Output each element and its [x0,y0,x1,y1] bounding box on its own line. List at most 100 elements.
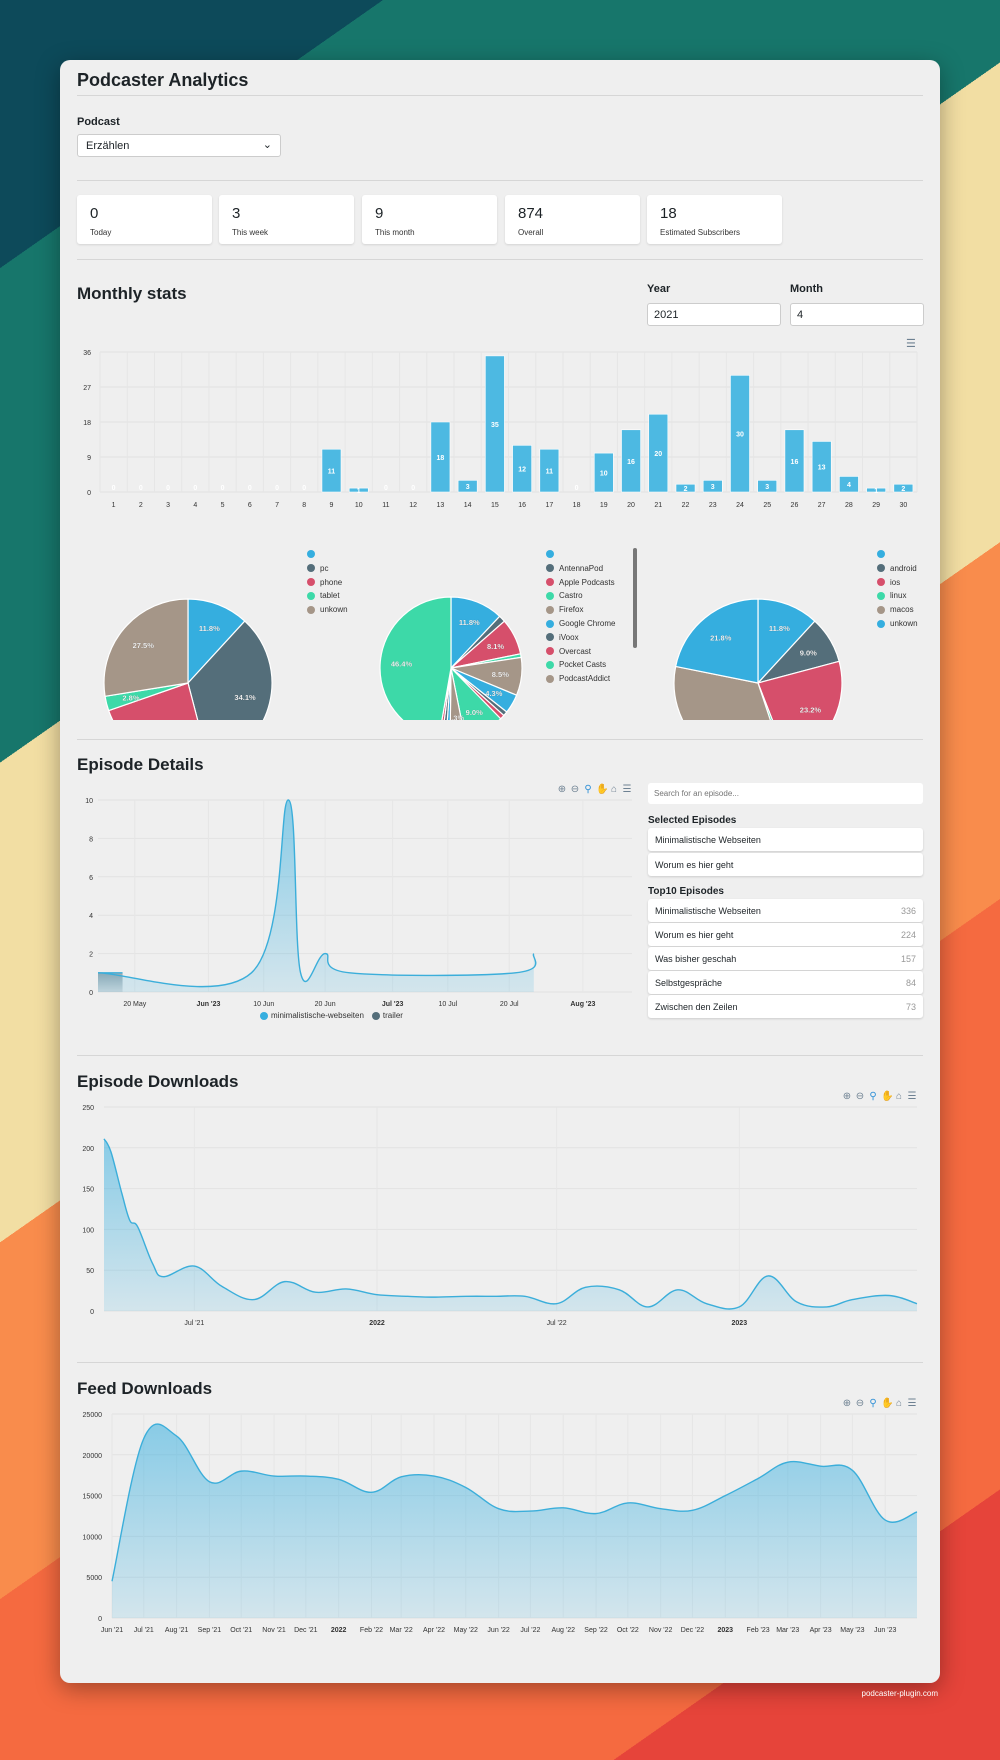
bar-value-label: 2 [901,486,905,493]
zoom-out-icon[interactable]: ⊖ [570,784,580,795]
divider [77,1055,923,1056]
episode-name: Minimalistische Webseiten [655,835,761,845]
episode-search-input[interactable] [648,783,923,804]
home-icon[interactable]: ⌂ [895,1398,903,1409]
pan-hand-icon[interactable]: ✋ [596,784,609,795]
y-tick-label: 0 [89,990,93,997]
legend-item[interactable]: minimalistische-webseiten [260,1011,364,1020]
home-icon[interactable]: ⌂ [610,784,618,795]
legend-item[interactable]: iVoox [546,633,579,642]
menu-icon[interactable]: ☰ [622,784,632,795]
stat-this-week: 3 This week [219,195,354,244]
podcast-label: Podcast [77,116,120,128]
x-tick-label: Feb '23 [747,1627,770,1634]
y-tick-label: 8 [89,836,93,843]
bar [702,480,723,493]
legend-item[interactable]: unkown [307,605,348,614]
pie-slice [187,598,246,685]
selection-zoom-icon[interactable]: ⚲ [869,1091,877,1102]
legend-item[interactable]: Overcast [546,647,591,656]
top-episode[interactable]: Selbstgespräche 84 [648,971,923,994]
legend-item[interactable]: PodcastAddict [546,674,610,683]
menu-icon[interactable]: ☰ [907,1091,917,1102]
selected-episode[interactable]: Worum es hier geht [648,853,923,876]
pan-hand-icon[interactable]: ✋ [881,1398,894,1409]
bar [457,480,478,493]
bar-value-label: 12 [518,467,526,474]
y-tick-label: 150 [82,1187,94,1194]
legend-label: linux [890,591,907,601]
month-input[interactable]: 4 [790,303,924,326]
zoom-out-icon[interactable]: ⊖ [855,1091,865,1102]
home-icon[interactable]: ⌂ [895,1091,903,1102]
x-tick-label: 26 [791,502,799,509]
x-tick-label: 20 May [123,1001,146,1008]
x-tick-label: May '22 [454,1627,478,1634]
legend-scrollbar[interactable] [633,548,637,648]
bar-value-label: 3 [765,484,769,491]
x-tick-label: 23 [709,502,717,509]
legend-item[interactable]: Firefox [546,605,583,614]
x-tick-label: 25 [763,502,771,509]
zoom-in-icon[interactable]: ⊕ [557,784,567,795]
top-episode[interactable]: Worum es hier geht 224 [648,923,923,946]
legend-item[interactable]: AntennaPod [546,564,603,573]
bar-value-label: 0 [302,485,306,492]
selection-zoom-icon[interactable]: ⚲ [584,784,592,795]
legend-item[interactable]: trailer [371,1011,403,1020]
zoom-in-icon[interactable]: ⊕ [842,1398,852,1409]
y-tick-label: 20000 [83,1453,103,1460]
legend-label: Apple Podcasts [559,577,615,587]
legend-item[interactable]: ios [877,578,900,587]
selected-episode[interactable]: Minimalistische Webseiten [648,828,923,851]
pan-hand-icon[interactable]: ✋ [881,1091,894,1102]
legend-item[interactable] [307,550,320,558]
legend-item[interactable]: linux [877,591,906,600]
legend-item[interactable]: Apple Podcasts [546,578,615,587]
legend-dot-icon [546,647,554,656]
x-tick-label: 24 [736,502,744,509]
zoom-out-icon[interactable]: ⊖ [855,1398,865,1409]
x-tick-label: May '23 [840,1627,864,1634]
legend-item[interactable]: unkown [877,619,918,628]
pie-slice-label: 23.2% [800,706,822,715]
legend-item[interactable]: Pocket Casts [546,660,606,669]
legend-item[interactable]: phone [307,578,342,587]
legend-dot-icon [546,578,554,587]
top-episode[interactable]: Minimalistische Webseiten 336 [648,899,923,922]
legend-label: iVoox [559,632,579,642]
legend-dot-icon [546,619,554,628]
pie-slice [443,667,452,720]
bar-value-label: 1 [874,488,878,495]
chart-menu-icon[interactable]: ☰ [906,338,916,350]
menu-icon[interactable]: ☰ [907,1398,917,1409]
legend-item[interactable]: tablet [307,591,340,600]
x-tick-label: Jul '22 [547,1320,567,1327]
divider [77,259,923,260]
x-tick-label: Jun '23 [197,1001,221,1008]
zoom-in-icon[interactable]: ⊕ [842,1091,852,1102]
legend-dot-icon [877,605,885,614]
y-tick-label: 6 [89,875,93,882]
pie-slice [379,596,452,720]
x-tick-label: 12 [409,502,417,509]
legend-item[interactable]: pc [307,564,328,573]
episode-downloads-heading: Episode Downloads [77,1072,239,1091]
selection-zoom-icon[interactable]: ⚲ [869,1398,877,1409]
pie-slice [673,665,771,720]
legend-item[interactable] [546,550,559,558]
top-episode[interactable]: Was bisher geschah 157 [648,947,923,970]
legend-item[interactable]: android [877,564,917,573]
year-input[interactable]: 2021 [647,303,781,326]
legend-item[interactable] [877,550,890,558]
legend-item[interactable]: macos [877,605,914,614]
feed-downloads-heading: Feed Downloads [77,1379,213,1398]
x-tick-label: 29 [872,502,880,509]
y-tick-label: 0 [98,1616,102,1623]
podcast-select[interactable]: Erzählen ⌄ [77,134,281,157]
chart-toolbar: ⊕ ⊖ ⚲ ✋ ⌂ ☰ [557,785,632,795]
x-tick-label: Jun '23 [874,1627,896,1634]
top-episode[interactable]: Zwischen den Zeilen 73 [648,995,923,1018]
legend-item[interactable]: Google Chrome [546,619,615,628]
legend-item[interactable]: Castro [546,591,583,600]
